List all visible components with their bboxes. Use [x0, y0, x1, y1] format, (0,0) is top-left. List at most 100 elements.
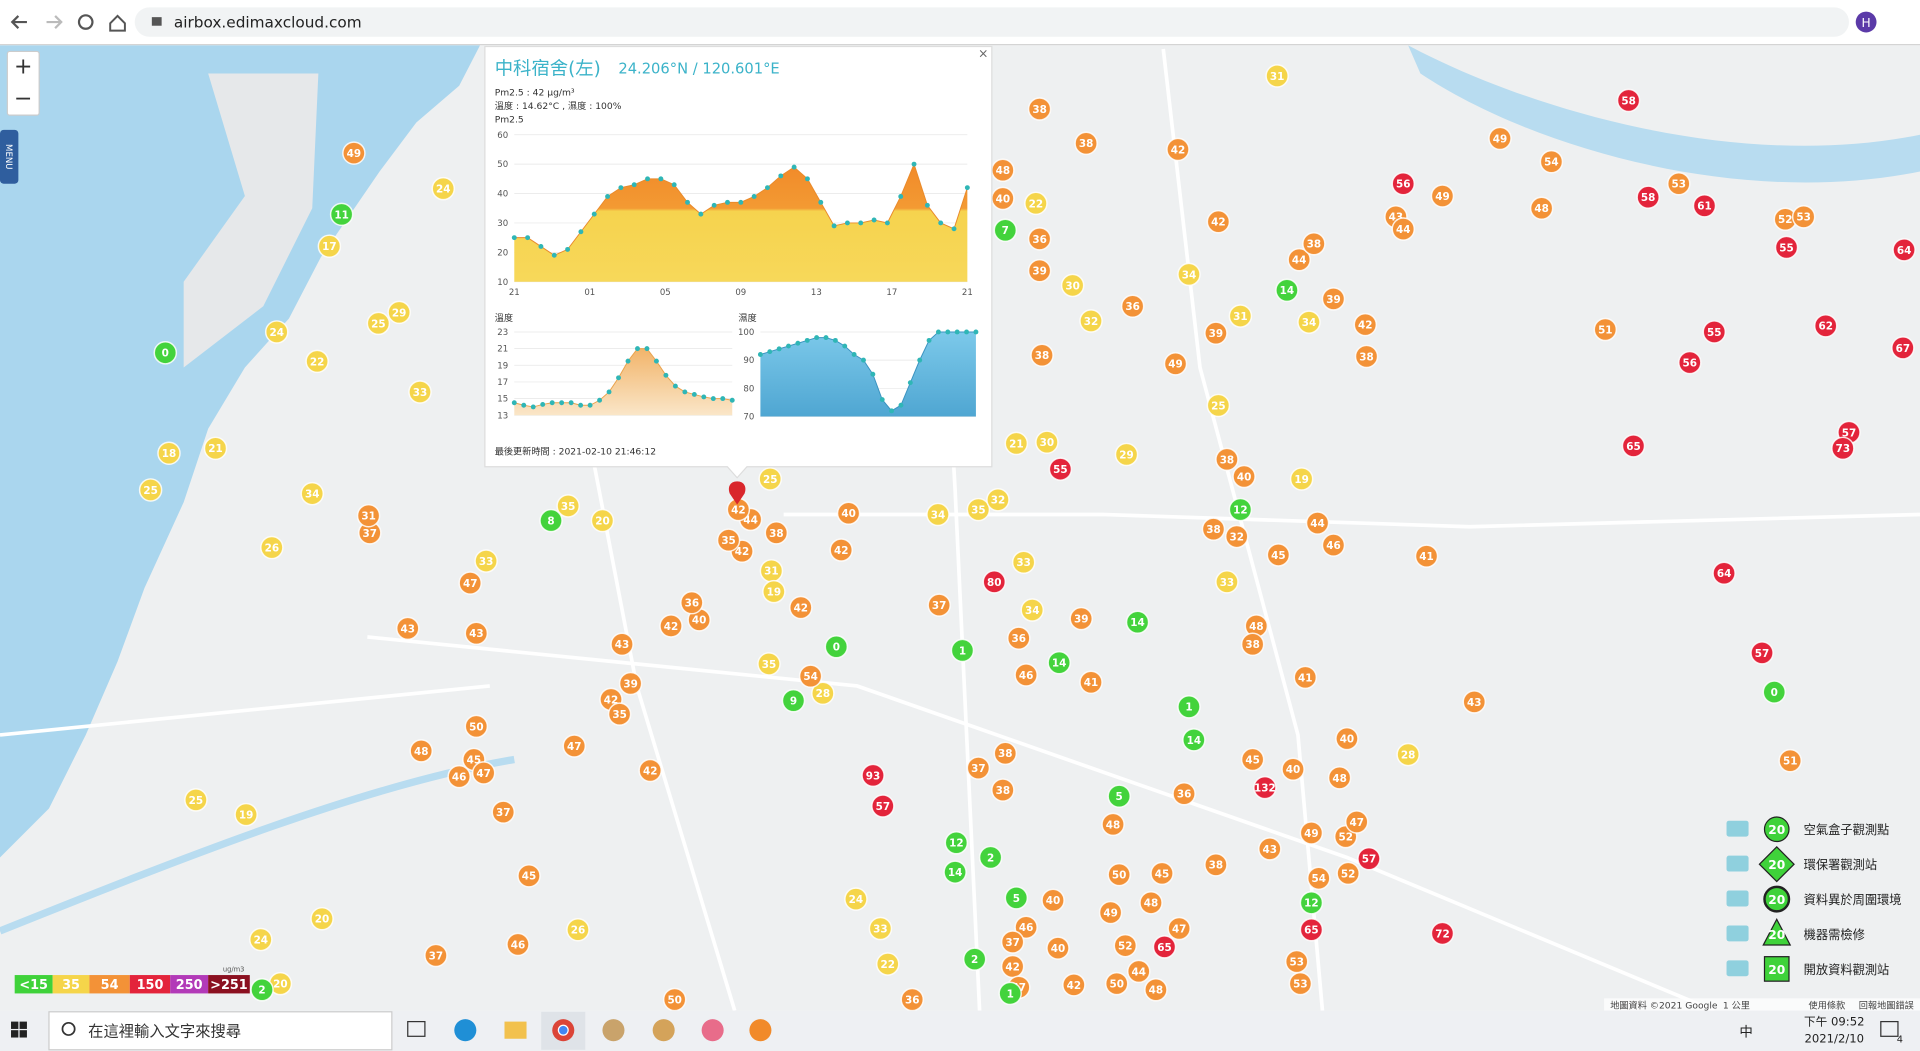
station-marker[interactable] — [1172, 782, 1196, 806]
station-marker[interactable] — [1354, 344, 1379, 369]
station-marker[interactable] — [408, 380, 432, 404]
popup-close[interactable]: × — [978, 47, 988, 61]
station-marker[interactable] — [1144, 977, 1168, 1002]
station-marker[interactable] — [1302, 232, 1326, 256]
station-marker[interactable] — [1004, 431, 1029, 456]
station-marker[interactable] — [458, 571, 482, 595]
station-marker[interactable] — [1593, 317, 1618, 342]
station-marker[interactable] — [1396, 742, 1420, 767]
station-marker[interactable] — [1327, 766, 1352, 790]
station-marker[interactable] — [824, 635, 849, 659]
station-marker[interactable] — [1335, 726, 1359, 751]
home-button[interactable] — [109, 14, 126, 32]
station-marker[interactable] — [1062, 973, 1086, 997]
station-marker[interactable] — [366, 311, 391, 336]
station-marker[interactable] — [1891, 336, 1915, 360]
station-marker[interactable] — [138, 478, 163, 502]
station-marker[interactable] — [638, 758, 662, 783]
station-marker[interactable] — [1027, 258, 1052, 283]
station-marker[interactable] — [1321, 287, 1346, 311]
station-marker[interactable] — [203, 436, 228, 461]
station-marker[interactable] — [1048, 457, 1073, 481]
station-marker[interactable] — [1616, 88, 1641, 113]
station-marker[interactable] — [836, 501, 861, 526]
station-marker[interactable] — [1539, 149, 1564, 174]
station-marker[interactable] — [250, 977, 274, 1002]
station-marker[interactable] — [1240, 747, 1265, 772]
station-marker[interactable] — [1430, 184, 1455, 208]
station-marker[interactable] — [1774, 235, 1799, 260]
station-marker[interactable] — [1166, 137, 1190, 162]
station-marker[interactable] — [1258, 837, 1282, 861]
station-marker[interactable] — [844, 887, 868, 911]
clock-time[interactable]: 下午 09:52 — [1804, 1014, 1864, 1028]
station-marker[interactable] — [562, 734, 587, 758]
station-marker[interactable] — [1150, 861, 1174, 886]
station-marker[interactable] — [943, 860, 967, 884]
station-marker[interactable] — [1107, 862, 1131, 887]
app-edge[interactable] — [454, 1019, 477, 1042]
zoom-in[interactable]: + — [14, 54, 32, 79]
station-marker[interactable] — [431, 176, 456, 201]
station-marker[interactable] — [342, 141, 366, 165]
back-button[interactable] — [10, 15, 27, 29]
station-marker[interactable] — [811, 681, 835, 706]
station-marker[interactable] — [1529, 196, 1554, 220]
station-marker[interactable] — [491, 800, 516, 824]
station-marker[interactable] — [868, 916, 893, 941]
station-marker[interactable] — [716, 528, 741, 552]
station-marker[interactable] — [1414, 544, 1439, 568]
station-marker[interactable] — [1204, 321, 1228, 345]
app-icon[interactable] — [602, 1019, 625, 1042]
ime-indicator[interactable]: 中 — [1739, 1024, 1752, 1040]
station-marker[interactable] — [300, 481, 324, 506]
station-marker[interactable] — [1007, 626, 1031, 650]
station-marker[interactable] — [1299, 917, 1324, 942]
station-marker[interactable] — [926, 502, 950, 527]
station-marker[interactable] — [1201, 517, 1226, 541]
station-marker[interactable] — [1288, 971, 1313, 996]
station-marker[interactable] — [781, 688, 806, 713]
station-marker[interactable] — [1024, 191, 1048, 216]
station-marker[interactable] — [927, 593, 951, 617]
station-marker[interactable] — [1000, 930, 1025, 954]
station-marker[interactable] — [264, 320, 289, 344]
station-marker[interactable] — [789, 595, 813, 620]
station-marker[interactable] — [1104, 971, 1129, 996]
app-icon[interactable] — [652, 1019, 675, 1042]
station-marker[interactable] — [1107, 784, 1131, 808]
station-marker[interactable] — [1813, 314, 1838, 338]
station-marker[interactable] — [962, 947, 987, 971]
station-marker[interactable] — [1041, 888, 1065, 913]
app-icon[interactable] — [749, 1019, 772, 1042]
station-marker[interactable] — [1621, 434, 1646, 458]
station-marker[interactable] — [356, 503, 381, 528]
station-marker[interactable] — [659, 614, 683, 638]
station-marker[interactable] — [590, 508, 615, 533]
station-marker[interactable] — [764, 521, 789, 545]
station-marker[interactable] — [1391, 171, 1416, 196]
station-marker[interactable] — [1079, 670, 1103, 695]
station-marker[interactable] — [1152, 935, 1177, 959]
station-marker[interactable] — [982, 570, 1007, 594]
station-marker[interactable] — [506, 932, 530, 957]
station-marker[interactable] — [1307, 866, 1331, 891]
station-marker[interactable] — [387, 300, 411, 325]
station-marker[interactable] — [1353, 312, 1378, 337]
station-marker[interactable] — [1265, 64, 1289, 88]
start-button[interactable] — [11, 1021, 19, 1029]
station-marker[interactable] — [471, 761, 496, 785]
task-view[interactable] — [407, 1020, 426, 1037]
station-marker[interactable] — [1060, 273, 1085, 298]
station-marker[interactable] — [1321, 533, 1346, 557]
station-marker[interactable] — [1636, 185, 1660, 209]
station-marker[interactable] — [1266, 543, 1291, 567]
station-marker[interactable] — [950, 638, 975, 663]
station-marker[interactable] — [1027, 97, 1052, 121]
station-marker[interactable] — [249, 927, 273, 952]
station-marker[interactable] — [871, 794, 895, 818]
station-marker[interactable] — [944, 831, 969, 855]
station-marker[interactable] — [798, 664, 823, 688]
station-marker[interactable] — [1281, 757, 1305, 782]
station-marker[interactable] — [1892, 238, 1916, 262]
